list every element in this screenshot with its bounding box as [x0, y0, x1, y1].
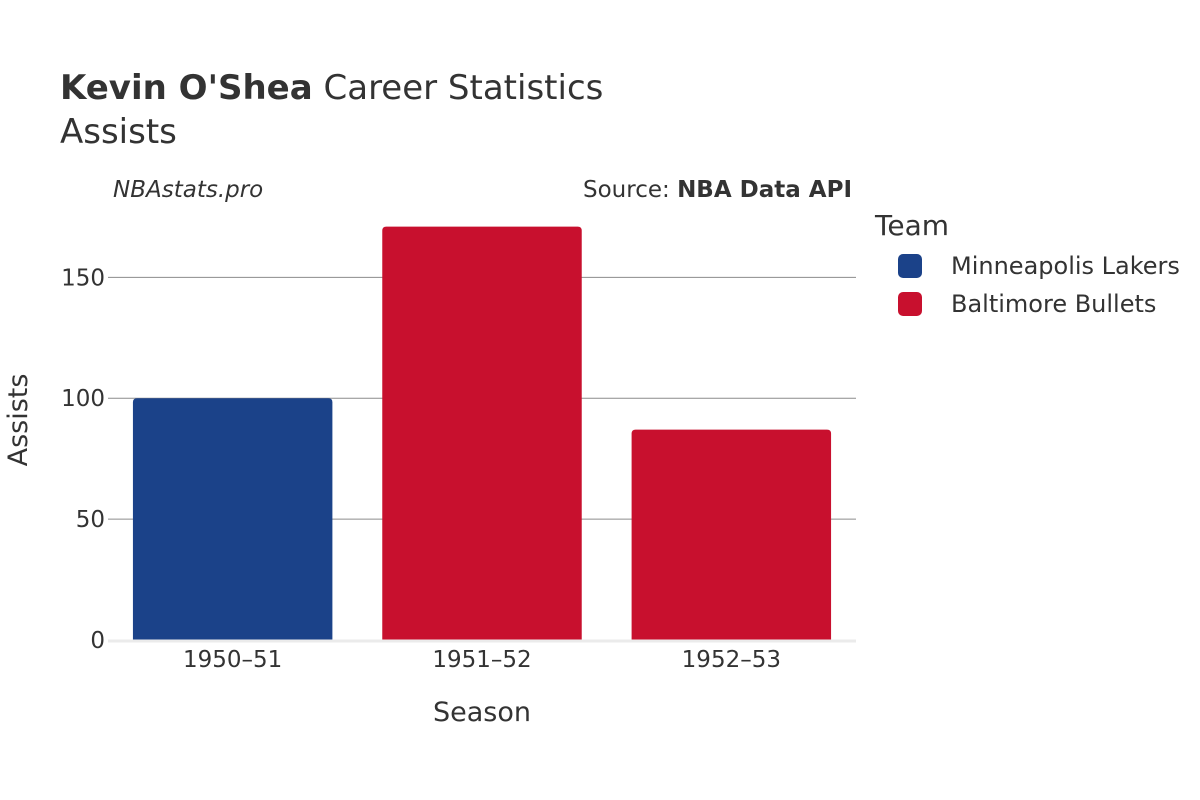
bar-1952–53	[631, 429, 832, 640]
legend-title: Team	[875, 209, 950, 242]
legend-swatch-baltimore-bullets	[898, 292, 922, 316]
x-tick-label-1951–52: 1951–52	[432, 647, 531, 673]
legend-swatch-minneapolis-lakers	[898, 254, 922, 278]
chart-title: Kevin O'Shea Career Statistics	[60, 68, 603, 108]
y-tick-label-50: 50	[76, 507, 105, 533]
title-rest: Career Statistics	[323, 68, 604, 108]
player-name: Kevin O'Shea	[60, 68, 313, 108]
y-axis-title: Assists	[3, 374, 34, 467]
source-credit: Source: NBA Data API	[583, 177, 852, 203]
legend-label-baltimore-bullets: Baltimore Bullets	[951, 290, 1157, 318]
y-tick-label-150: 150	[61, 265, 105, 291]
y-tick-label-100: 100	[61, 386, 105, 412]
x-tick-label-1950–51: 1950–51	[183, 647, 282, 673]
source-name: NBA Data API	[677, 177, 852, 203]
legend-item-baltimore-bullets[interactable]: Baltimore Bullets	[898, 289, 1156, 319]
bar-1951–52	[382, 226, 582, 640]
y-tick-label-0: 0	[90, 628, 105, 654]
x-tick-label-1952–53: 1952–53	[682, 647, 781, 673]
legend-item-minneapolis-lakers[interactable]: Minneapolis Lakers	[898, 251, 1180, 281]
watermark: NBAstats.pro	[113, 177, 264, 203]
x-axis-title: Season	[433, 697, 531, 728]
chart-subtitle: Assists	[60, 112, 177, 152]
legend-label-minneapolis-lakers: Minneapolis Lakers	[951, 252, 1180, 280]
bar-1950–51	[132, 398, 333, 640]
source-prefix: Source:	[583, 177, 678, 203]
